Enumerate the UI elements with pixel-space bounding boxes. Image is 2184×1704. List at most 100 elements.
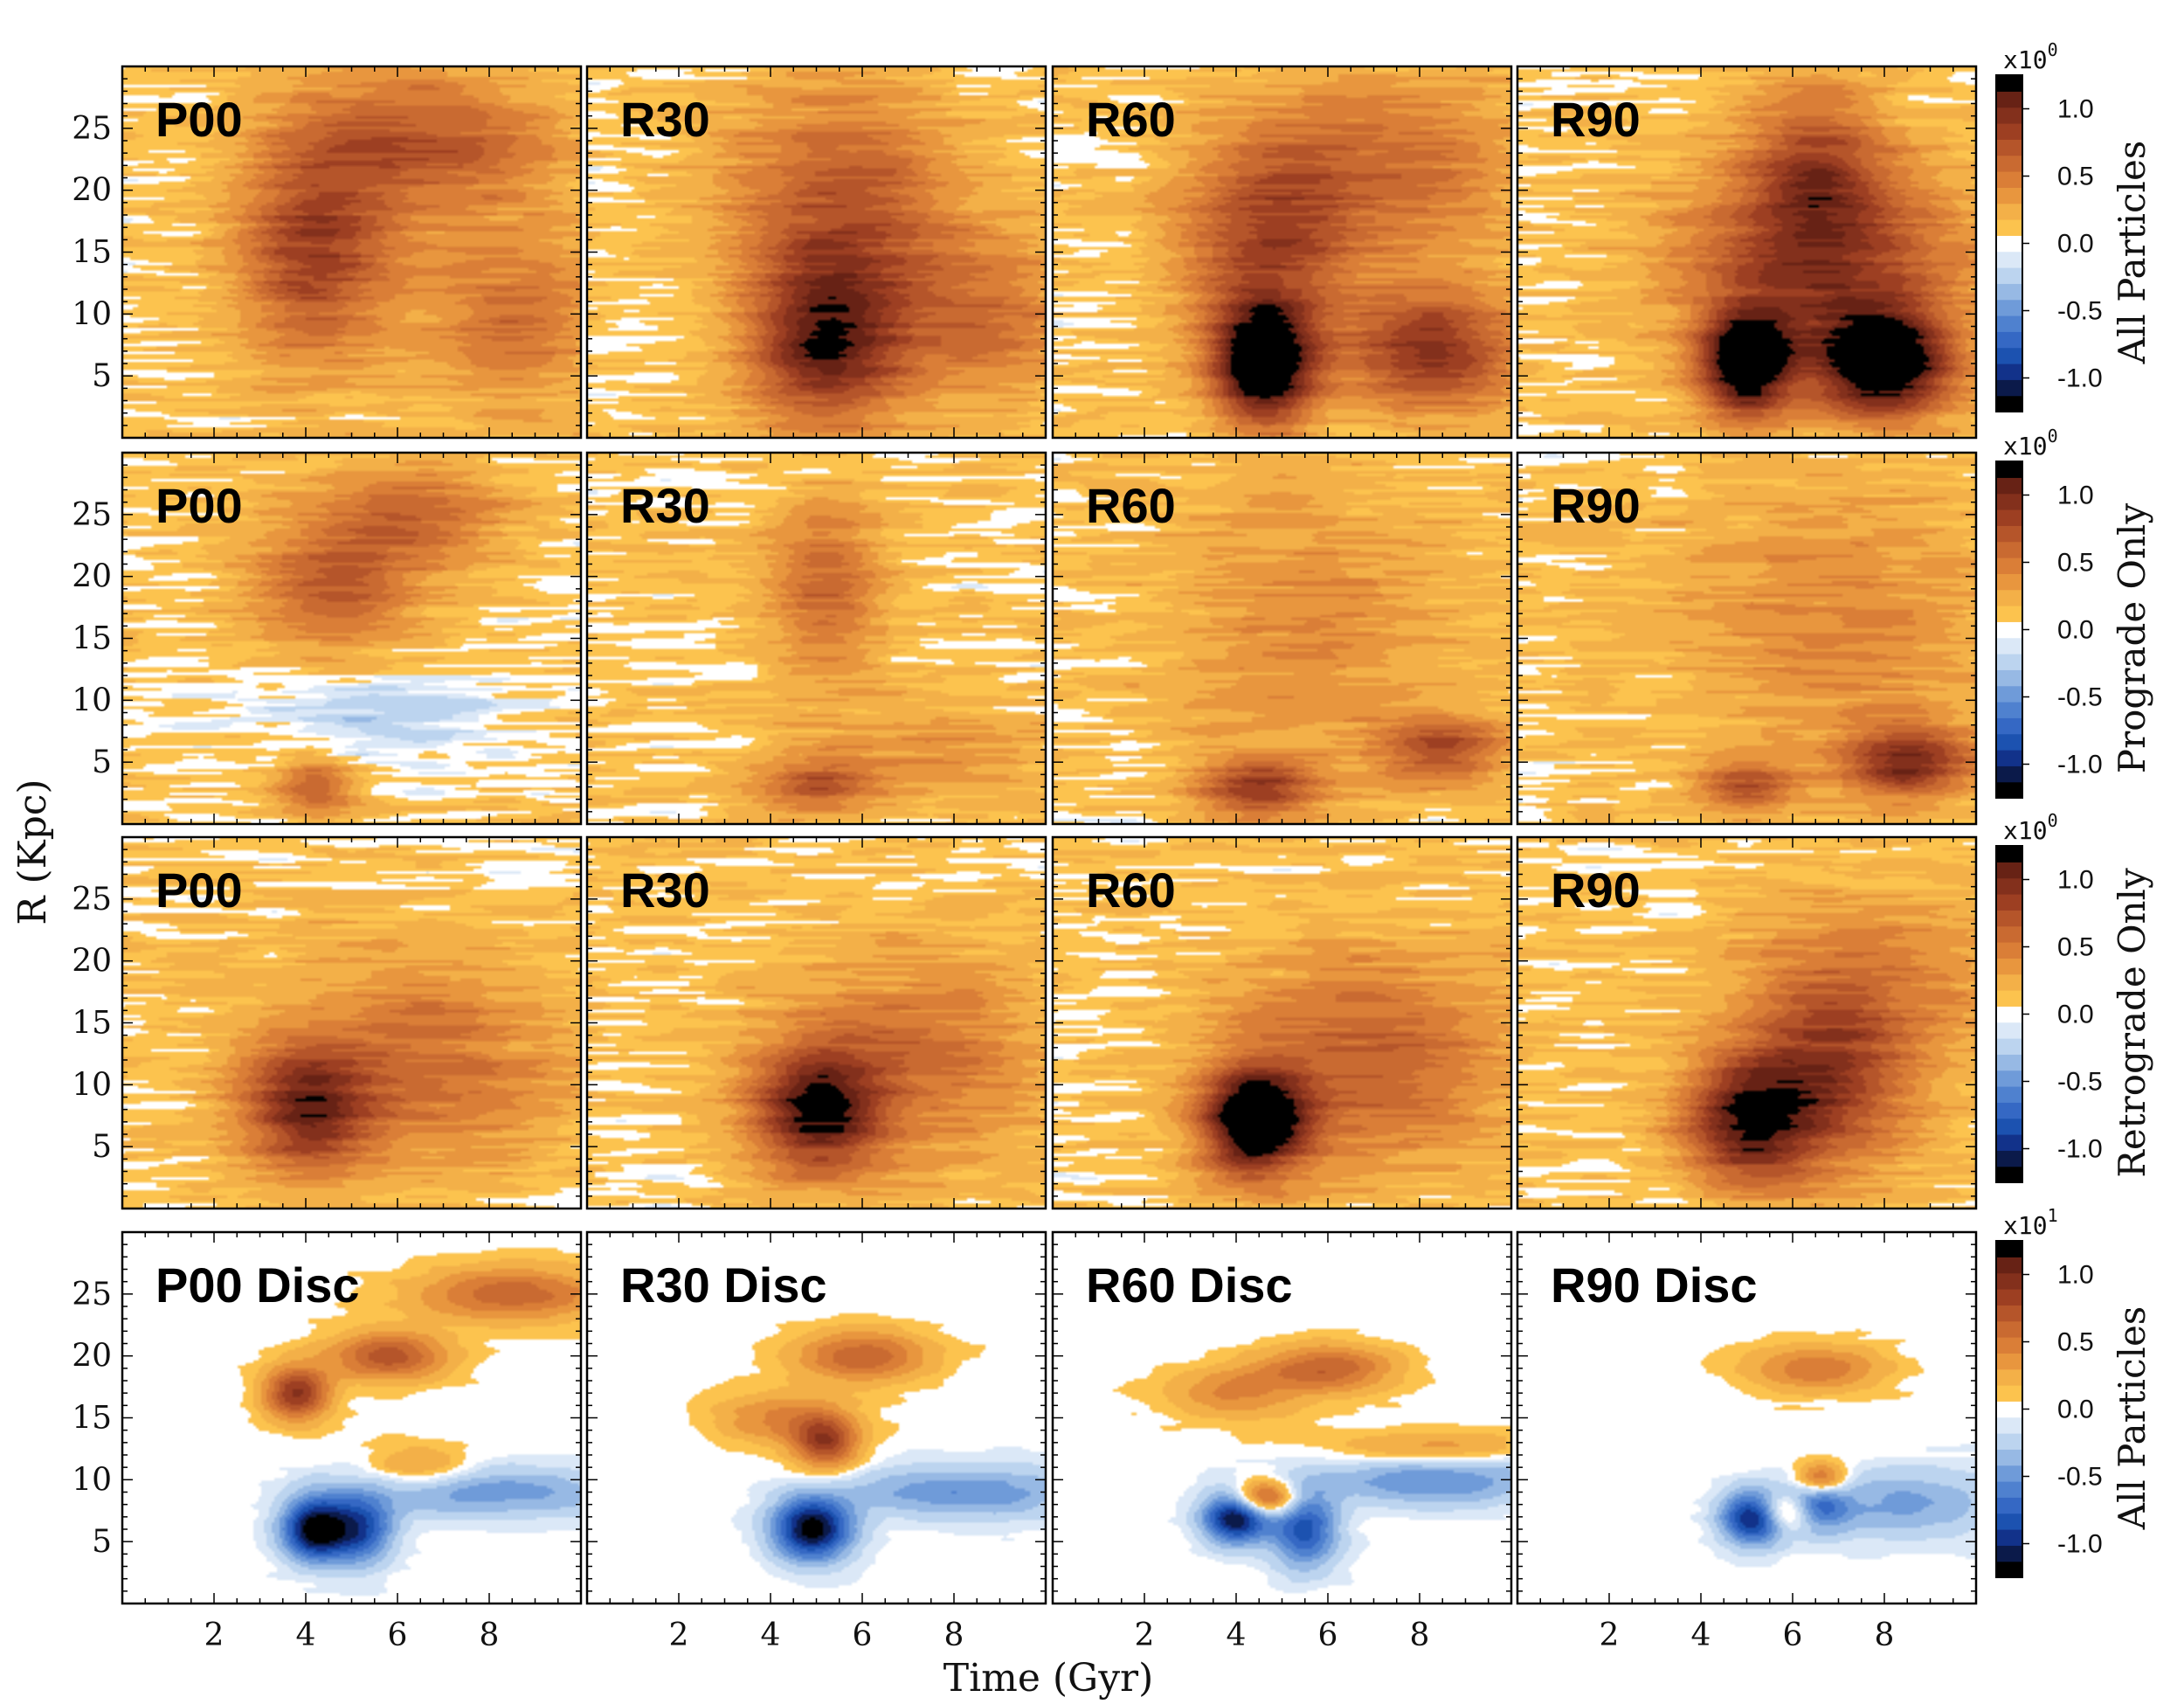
- colorbar-segment: [1996, 91, 2022, 108]
- colorbar-0: 1.0 0.5 0.0 -0.5 -1.0 x100: [1995, 39, 2103, 412]
- colorbar-multiplier: x101: [2003, 1205, 2058, 1240]
- heatmap-image: [587, 453, 1046, 824]
- y-axis-label: R (Kpc): [10, 779, 55, 925]
- colorbar-1: 1.0 0.5 0.0 -0.5 -1.0 x100: [1995, 426, 2103, 799]
- heatmap-image: [1053, 1232, 1511, 1604]
- colorbar-segment: [1996, 283, 2022, 301]
- colorbar-segment: [1996, 1272, 2022, 1290]
- labels-layer: Time (Gyr) R (Kpc): [10, 779, 1153, 1701]
- panel-1-0: P00 5 10 15 20 25: [72, 451, 583, 826]
- panel-label: P00 Disc: [156, 1257, 360, 1313]
- panel-label: R90: [1551, 862, 1641, 918]
- colorbar-segment: [1996, 493, 2022, 510]
- x-tick-label: 6: [853, 1617, 873, 1653]
- heatmap-image: [122, 66, 581, 438]
- x-tick-label: 4: [1691, 1617, 1711, 1653]
- colorbar-segment: [1996, 1038, 2022, 1055]
- colorbar-segment: [1996, 750, 2022, 766]
- panel-label: P00: [156, 862, 243, 918]
- colorbar-segment: [1996, 1257, 2022, 1274]
- colorbar-segment: [1996, 958, 2022, 975]
- colorbar-segment: [1996, 219, 2022, 236]
- panel-label: R30: [620, 862, 710, 918]
- colorbar-segment: [1996, 267, 2022, 284]
- x-tick-label: 8: [1410, 1617, 1430, 1653]
- colorbar-segment: [1996, 1449, 2022, 1466]
- colorbar-tick-label: -1.0: [2057, 364, 2103, 393]
- panel-label: R60: [1086, 92, 1176, 147]
- colorbar-segment: [1996, 1054, 2022, 1071]
- colorbar-3: 1.0 0.5 0.0 -0.5 -1.0 x101: [1995, 1205, 2103, 1578]
- colorbar-segment: [1996, 379, 2022, 397]
- colorbar-tick-label: 0.5: [2057, 549, 2094, 578]
- colorbar-segment: [1996, 1465, 2022, 1482]
- colorbar-tick-label: -1.0: [2057, 1530, 2103, 1559]
- row-label: Prograde Only: [2111, 503, 2153, 774]
- panel-0-3: R90: [1516, 65, 1978, 440]
- colorbar-segment: [1996, 925, 2022, 943]
- colorbar-segment: [1996, 1353, 2022, 1370]
- colorbar-segment: [1996, 123, 2022, 140]
- heatmap-image: [1517, 66, 1976, 438]
- colorbar-segment: [1996, 75, 2022, 92]
- panel-label: P00: [156, 478, 243, 533]
- colorbar-segment: [1996, 1166, 2022, 1183]
- panel-1-2: R60: [1051, 451, 1513, 826]
- x-tick-label: 4: [296, 1617, 316, 1653]
- heatmap-image: [122, 453, 581, 824]
- colorbar-tick-label: 0.5: [2057, 933, 2094, 962]
- colorbar-segment: [1996, 1289, 2022, 1306]
- heatmap-image: [587, 66, 1046, 438]
- heatmap-image: [587, 837, 1046, 1209]
- colorbar-segment: [1996, 331, 2022, 349]
- x-tick-label: 6: [1783, 1617, 1803, 1653]
- panel-1-1: R30: [585, 451, 1047, 826]
- colorbar-tick-label: 0.5: [2057, 1328, 2094, 1357]
- colorbar-segment: [1996, 1070, 2022, 1087]
- colorbar-segment: [1996, 669, 2022, 687]
- y-tick-label: 5: [92, 745, 112, 780]
- colorbar-tick-label: -0.5: [2057, 683, 2103, 712]
- panel-2-1: R30: [585, 835, 1047, 1210]
- colorbar-segment: [1996, 139, 2022, 156]
- panel-label: R30 Disc: [620, 1257, 827, 1313]
- panel-3-0: P00 Disc 5 10 15 20 25 2 4 6 8: [72, 1230, 583, 1653]
- colorbar-segment: [1996, 606, 2022, 622]
- colorbar-tick-label: -1.0: [2057, 1135, 2103, 1164]
- colorbar-segment: [1996, 1320, 2022, 1338]
- colorbar-multiplier-exponent: 0: [2048, 39, 2058, 60]
- heatmap-image: [122, 1232, 581, 1604]
- row-label: All Particles: [2111, 141, 2153, 365]
- x-tick-label: 8: [480, 1617, 500, 1653]
- colorbar-segment: [1996, 299, 2022, 316]
- heatmap-image: [1517, 453, 1976, 824]
- y-tick-label: 15: [72, 1401, 112, 1437]
- colorbar-multiplier: x100: [2003, 810, 2058, 845]
- y-tick-label: 15: [72, 235, 112, 271]
- colorbar-segment: [1996, 1545, 2022, 1562]
- y-tick-label: 20: [72, 944, 112, 980]
- panel-2-2: R60: [1051, 835, 1513, 1210]
- colorbar-tick-label: 1.0: [2057, 866, 2094, 895]
- colorbar-segment: [1996, 573, 2022, 591]
- colorbar-segment: [1996, 315, 2022, 332]
- heatmap-image: [122, 837, 581, 1209]
- colorbar-tick-label: -0.5: [2057, 1068, 2103, 1097]
- colorbar-segment: [1996, 765, 2022, 783]
- colorbar-segment: [1996, 107, 2022, 124]
- y-tick-label: 15: [72, 621, 112, 657]
- panel-0-2: R60: [1051, 65, 1513, 440]
- colorbar-segment: [1996, 171, 2022, 188]
- x-tick-label: 4: [761, 1617, 781, 1653]
- colorbar-segment: [1996, 654, 2022, 670]
- colorbar-segment: [1996, 846, 2022, 862]
- y-tick-label: 5: [92, 1524, 112, 1560]
- panel-label: R60: [1086, 862, 1176, 918]
- panel-label: R60: [1086, 478, 1176, 533]
- colorbar-multiplier-exponent: 1: [2048, 1205, 2058, 1226]
- colorbar-segment: [1996, 990, 2022, 1007]
- colorbar-tick-label: 0.0: [2057, 230, 2094, 259]
- colorbar-segment: [1996, 1385, 2022, 1402]
- colorbar-segment: [1996, 1305, 2022, 1322]
